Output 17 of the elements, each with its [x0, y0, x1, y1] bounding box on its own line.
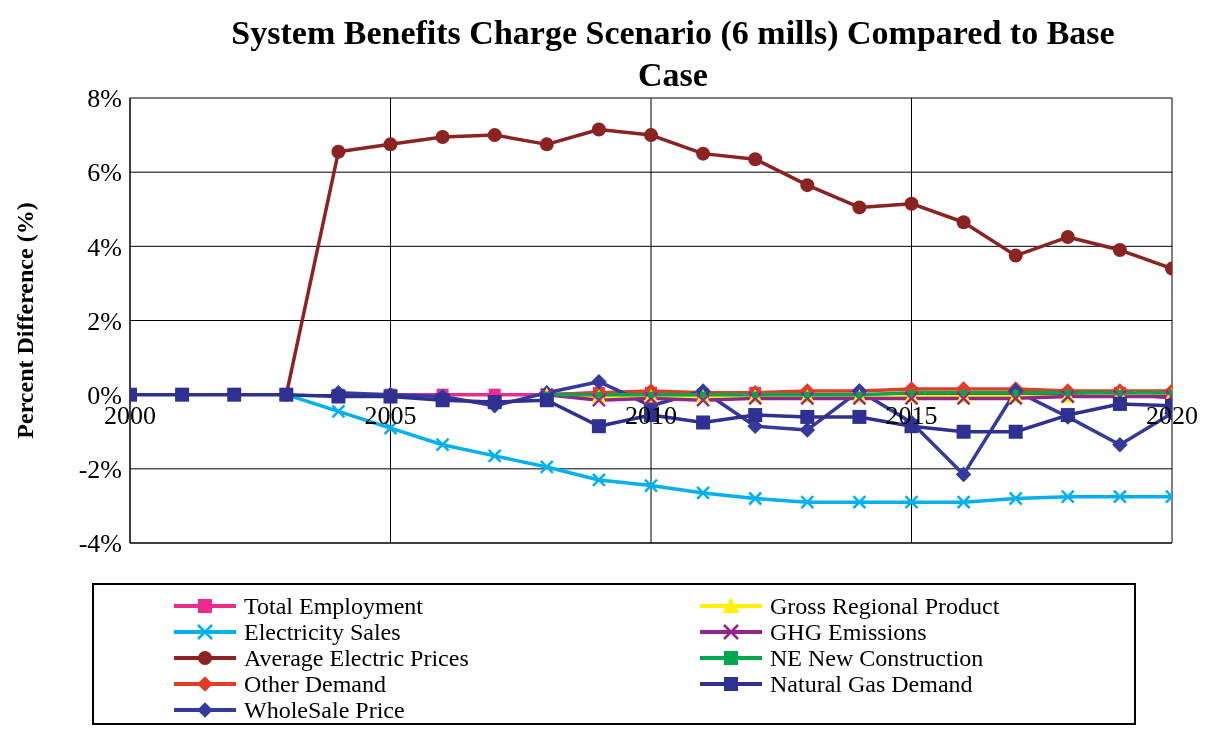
y-tick-label: 6% [87, 158, 122, 188]
legend-label: WholeSale Price [244, 697, 405, 723]
legend-label: GHG Emissions [770, 619, 927, 645]
y-axis-title: Percent Difference (%) [11, 202, 38, 439]
chart-title: System Benefits Charge Scenario (6 mills) Compared to Base Case [230, 13, 1116, 95]
legend-label: Other Demand [244, 671, 386, 697]
legend-label: Total Employment [244, 593, 423, 619]
y-tick-label: -2% [78, 455, 122, 485]
y-tick-label: 4% [87, 232, 122, 262]
legend-label: Natural Gas Demand [770, 671, 973, 697]
legend-label: NE New Construction [770, 645, 984, 671]
legend-label: Average Electric Prices [244, 645, 469, 671]
legend-label: Electricity Sales [244, 619, 401, 645]
y-tick-label: 2% [87, 306, 122, 336]
legend-label: Gross Regional Product [770, 593, 1000, 619]
y-tick-label: -4% [78, 529, 122, 559]
y-tick-label: 8% [87, 84, 122, 114]
